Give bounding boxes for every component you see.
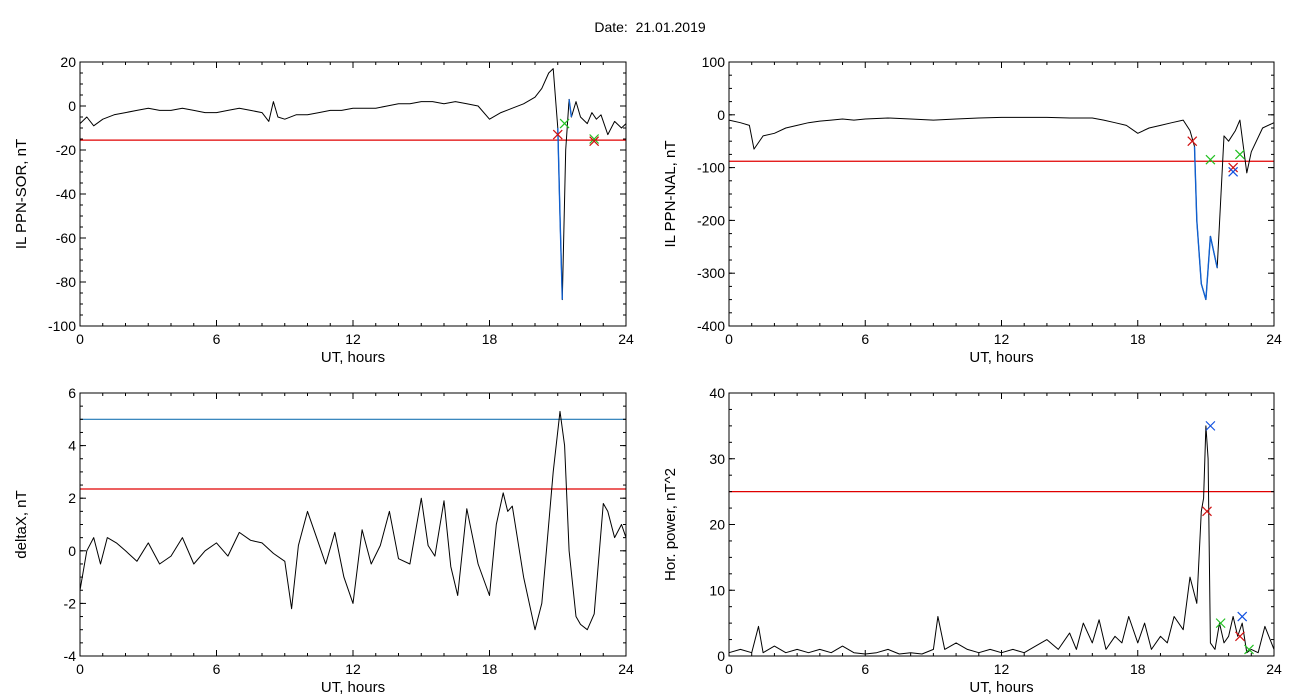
y-tick-label: -100 — [697, 160, 725, 176]
y-tick-label: 10 — [709, 582, 725, 598]
marker-blue-x — [1237, 611, 1248, 622]
marker-green-x — [1205, 154, 1216, 165]
panel-il-ppn-nal: 0 6 12 18 24 -400 -300 -200 -100 0 100 UT, hours IL … — [662, 54, 1282, 366]
x-axis-label: UT, hours — [969, 679, 1033, 696]
date-label: Date: — [594, 19, 628, 35]
x-tick-label: 6 — [861, 331, 869, 347]
y-axis-label: Hor. power, nT^2 — [662, 468, 679, 581]
y-tick-label: -100 — [48, 318, 76, 334]
axes-frame — [728, 392, 1275, 657]
y-tick-label: 100 — [702, 54, 726, 70]
axes-frame — [728, 61, 1275, 327]
marker-green-x — [559, 118, 570, 129]
x-tick-label: 6 — [213, 331, 221, 347]
y-tick-label: 0 — [68, 543, 76, 559]
x-tick-label: 24 — [1266, 661, 1282, 677]
y-tick-label: -80 — [56, 274, 76, 290]
marker-green-x — [1235, 149, 1245, 160]
y-tick-label: -4 — [64, 648, 77, 664]
axes-frame — [79, 392, 627, 657]
y-tick-label: 40 — [709, 385, 725, 401]
marker-red-x — [1228, 162, 1239, 173]
date-value: 21.01.2019 — [635, 19, 706, 35]
x-tick-label: 6 — [213, 661, 221, 677]
x-axis-label: UT, hours — [321, 679, 385, 696]
x-tick-label: 24 — [1266, 331, 1282, 347]
marker-red-x — [1202, 506, 1212, 517]
data-series-line — [79, 68, 627, 301]
data-series-line — [728, 425, 1275, 655]
y-tick-label: 30 — [709, 451, 725, 467]
y-tick-label: 0 — [68, 98, 76, 114]
y-tick-label: -2 — [64, 595, 77, 611]
x-tick-label: 18 — [482, 331, 498, 347]
x-tick-label: 0 — [725, 331, 733, 347]
x-tick-label: 12 — [345, 331, 361, 347]
x-tick-label: 12 — [994, 331, 1010, 347]
y-tick-label: 6 — [68, 385, 76, 401]
marker-green-x — [1244, 644, 1254, 655]
x-tick-label: 18 — [1130, 331, 1146, 347]
axes-frame — [79, 61, 627, 327]
marker-red-x — [1187, 136, 1198, 147]
x-axis-label: UT, hours — [969, 349, 1033, 366]
highlight-segment — [557, 127, 563, 300]
figure-title: Date: 21.01.2019 — [0, 19, 1300, 35]
highlight-segment — [1193, 146, 1218, 300]
y-tick-label: 0 — [717, 648, 725, 664]
marker-red-x — [1235, 631, 1245, 642]
y-tick-label: 0 — [717, 107, 725, 123]
data-series-line — [79, 410, 627, 631]
y-tick-label: 20 — [709, 517, 725, 533]
x-tick-label: 0 — [76, 661, 84, 677]
y-axis-label: deltaX, nT — [13, 490, 30, 558]
y-tick-label: -300 — [697, 265, 725, 281]
marker-red-x — [552, 129, 563, 140]
y-axis-label: IL PPN-NAL, nT — [662, 141, 679, 248]
x-tick-label: 18 — [1130, 661, 1146, 677]
y-tick-label: -400 — [697, 318, 725, 334]
marker-blue-x — [1228, 166, 1239, 177]
x-tick-label: 0 — [76, 331, 84, 347]
y-tick-label: 20 — [60, 54, 76, 70]
x-tick-label: 24 — [618, 661, 634, 677]
y-tick-label: 2 — [68, 490, 76, 506]
y-tick-label: -200 — [697, 212, 725, 228]
y-axis-label: IL PPN-SOR, nT — [13, 139, 30, 249]
marker-green-x — [589, 134, 600, 144]
x-tick-label: 12 — [345, 661, 361, 677]
x-tick-label: 6 — [861, 661, 869, 677]
panel-hor-power: 0 6 12 18 24 0 10 20 30 40 UT, hours Hor. power, nT… — [662, 385, 1282, 696]
highlight-segment — [568, 99, 573, 118]
x-tick-label: 0 — [725, 661, 733, 677]
marker-red-x — [589, 136, 600, 147]
x-axis-label: UT, hours — [321, 349, 385, 366]
panel-il-ppn-sor: 0 6 12 18 24 -100 -80 -60 -40 -20 0 20 UT, hours IL P… — [13, 54, 634, 366]
marker-green-x — [1215, 618, 1226, 629]
y-tick-label: -60 — [56, 230, 76, 246]
marker-blue-x — [1205, 420, 1216, 431]
y-tick-label: -20 — [56, 142, 76, 158]
x-tick-label: 18 — [482, 661, 498, 677]
x-tick-label: 24 — [618, 331, 634, 347]
data-series-line — [728, 116, 1275, 301]
y-tick-label: -40 — [56, 186, 76, 202]
y-tick-label: 4 — [68, 438, 76, 454]
x-tick-label: 12 — [994, 661, 1010, 677]
